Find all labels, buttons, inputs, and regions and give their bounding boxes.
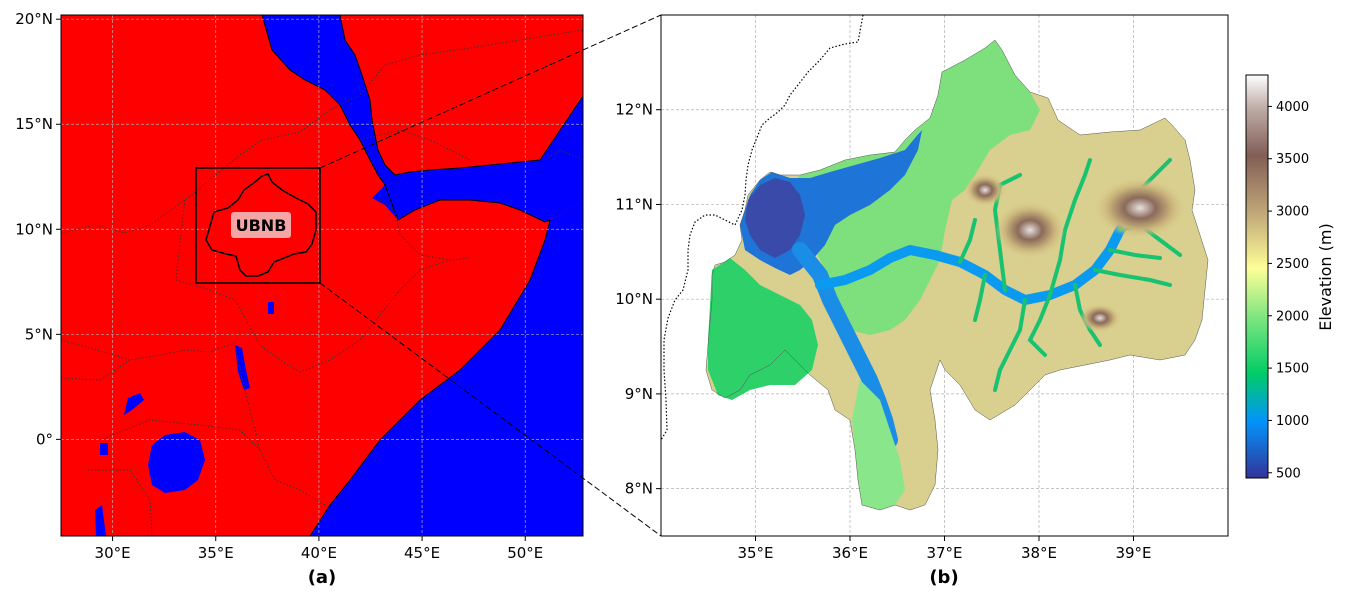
ubnb-label: UBNB bbox=[236, 216, 287, 235]
lake-kivu bbox=[100, 443, 108, 455]
midland-green bbox=[780, 40, 1040, 335]
colorbar-tick-label: 4000 bbox=[1276, 100, 1309, 115]
lake-abaya bbox=[268, 302, 274, 314]
basin-outline bbox=[705, 39, 1209, 511]
a-lon-tick-label: 40°E bbox=[301, 544, 337, 562]
a-lon-tick-label: 30°E bbox=[95, 544, 131, 562]
b-lat-tick-label: 11°N bbox=[615, 195, 653, 213]
b-lon-tick-label: 36°E bbox=[832, 544, 868, 562]
b-lat-tick-label: 9°N bbox=[625, 385, 653, 403]
deep-lowland-purple bbox=[745, 178, 805, 258]
b-lat-tick-label: 12°N bbox=[615, 101, 653, 119]
a-lat-tick-label: 10°N bbox=[15, 220, 53, 238]
gulf-of-aden bbox=[372, 96, 583, 222]
colorbar-gradient bbox=[1245, 74, 1269, 479]
a-lon-tick-label: 35°E bbox=[198, 544, 234, 562]
panel-a-ticks: 30°E 35°E 40°E 45°E 50°E 20°N 15°N 10°N 5°N 0° bbox=[15, 10, 543, 562]
panel-a-frame bbox=[60, 14, 584, 537]
panel-a-map: UBNB 30°E 35°E 40°E 45°E 50°E 20°N 15°N 10°N 5°N… bbox=[15, 10, 584, 588]
grid-a bbox=[61, 15, 583, 536]
a-lat-tick-label: 5°N bbox=[25, 325, 53, 343]
basin-highlands bbox=[706, 40, 1208, 510]
a-lat-tick-label: 0° bbox=[36, 430, 53, 448]
a-lat-tick-label: 15°N bbox=[15, 115, 53, 133]
inset-box bbox=[195, 167, 321, 284]
peak-west bbox=[995, 202, 1065, 258]
zoom-line-bottom bbox=[319, 282, 662, 537]
b-lon-tick-label: 39°E bbox=[1115, 544, 1151, 562]
tributaries bbox=[958, 158, 1182, 392]
south-green bbox=[852, 380, 905, 510]
coastline bbox=[261, 15, 551, 536]
b-lat-tick-label: 8°N bbox=[625, 480, 653, 498]
b-lon-tick-label: 38°E bbox=[1021, 544, 1057, 562]
peak-east bbox=[1095, 178, 1185, 238]
panel-b-ticks: 35°E 36°E 37°E 38°E 39°E 12°N 11°N 10°N 9°N 8°N bbox=[615, 101, 1151, 562]
red-sea bbox=[262, 15, 410, 185]
panel-a-label: (a) bbox=[308, 567, 337, 588]
colorbar-tick-label: 1500 bbox=[1276, 362, 1309, 377]
coastline-arabia bbox=[339, 15, 583, 176]
b-lat-tick-label: 10°N bbox=[615, 290, 653, 308]
a-lon-tick-label: 50°E bbox=[507, 544, 543, 562]
b-lon-tick-label: 35°E bbox=[737, 544, 773, 562]
lake-victoria bbox=[148, 432, 205, 493]
peak-south bbox=[1080, 304, 1120, 332]
colorbar-tick-label: 3000 bbox=[1276, 205, 1309, 220]
lake-albert bbox=[124, 393, 144, 415]
peak-north bbox=[965, 174, 1005, 206]
lake-turkana bbox=[235, 345, 250, 390]
lake-tanganyika bbox=[95, 505, 106, 536]
country-borders bbox=[61, 29, 583, 536]
indian-ocean bbox=[310, 200, 583, 536]
colorbar-tick-label: 3500 bbox=[1276, 152, 1309, 167]
a-lat-tick-label: 20°N bbox=[15, 10, 53, 28]
elevation-map bbox=[706, 40, 1208, 510]
colorbar-tick-label: 500 bbox=[1276, 466, 1301, 481]
panel-b-map: 35°E 36°E 37°E 38°E 39°E 12°N 11°N 10°N 9°N 8°N (… bbox=[615, 14, 1229, 588]
colorbar-tick-label: 1000 bbox=[1276, 414, 1309, 429]
elevation-colorbar: 500 1000 1500 2000 2500 3000 3500 4000 Elevatio… bbox=[1245, 74, 1335, 481]
colorbar-title: Elevation (m) bbox=[1316, 223, 1335, 330]
a-lon-tick-label: 45°E bbox=[404, 544, 440, 562]
panel-b-label: (b) bbox=[929, 567, 958, 588]
ubnb-label-box bbox=[231, 212, 291, 238]
zoom-line-top bbox=[319, 14, 662, 169]
colorbar-tick-label: 2500 bbox=[1276, 257, 1309, 272]
river-gorge-main bbox=[815, 210, 1135, 305]
colorbar-ticks: 500 1000 1500 2000 2500 3000 3500 4000 bbox=[1268, 100, 1309, 481]
b-lon-tick-label: 37°E bbox=[926, 544, 962, 562]
west-lowland-green bbox=[708, 258, 818, 400]
colorbar-tick-label: 2000 bbox=[1276, 309, 1309, 324]
